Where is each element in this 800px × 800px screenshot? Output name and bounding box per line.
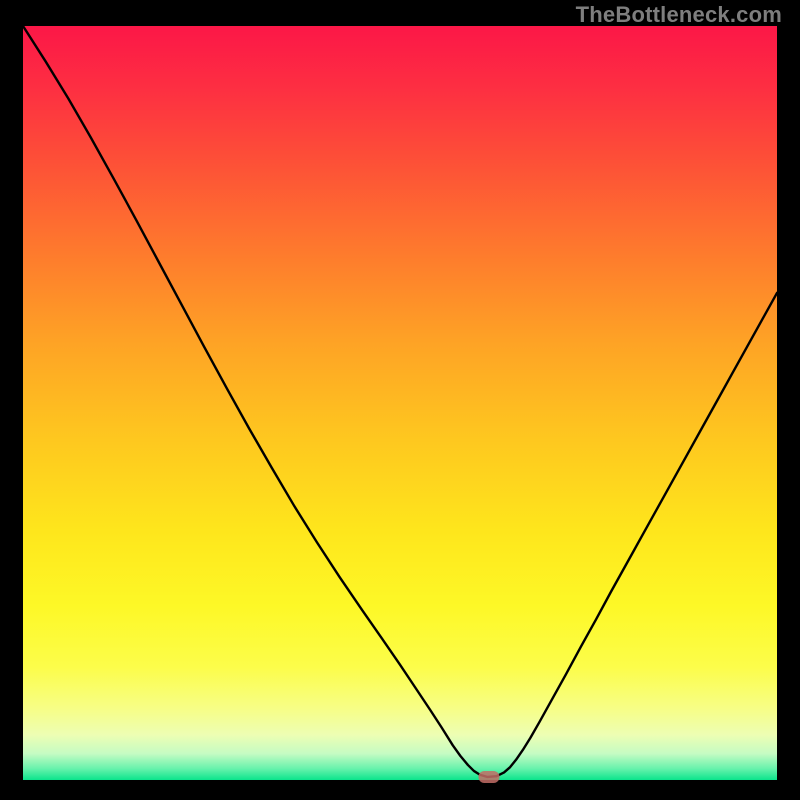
plot-background [23,26,777,780]
watermark-text: TheBottleneck.com [576,2,782,28]
bottleneck-chart [0,0,800,800]
chart-frame: TheBottleneck.com [0,0,800,800]
optimum-marker [478,771,499,783]
